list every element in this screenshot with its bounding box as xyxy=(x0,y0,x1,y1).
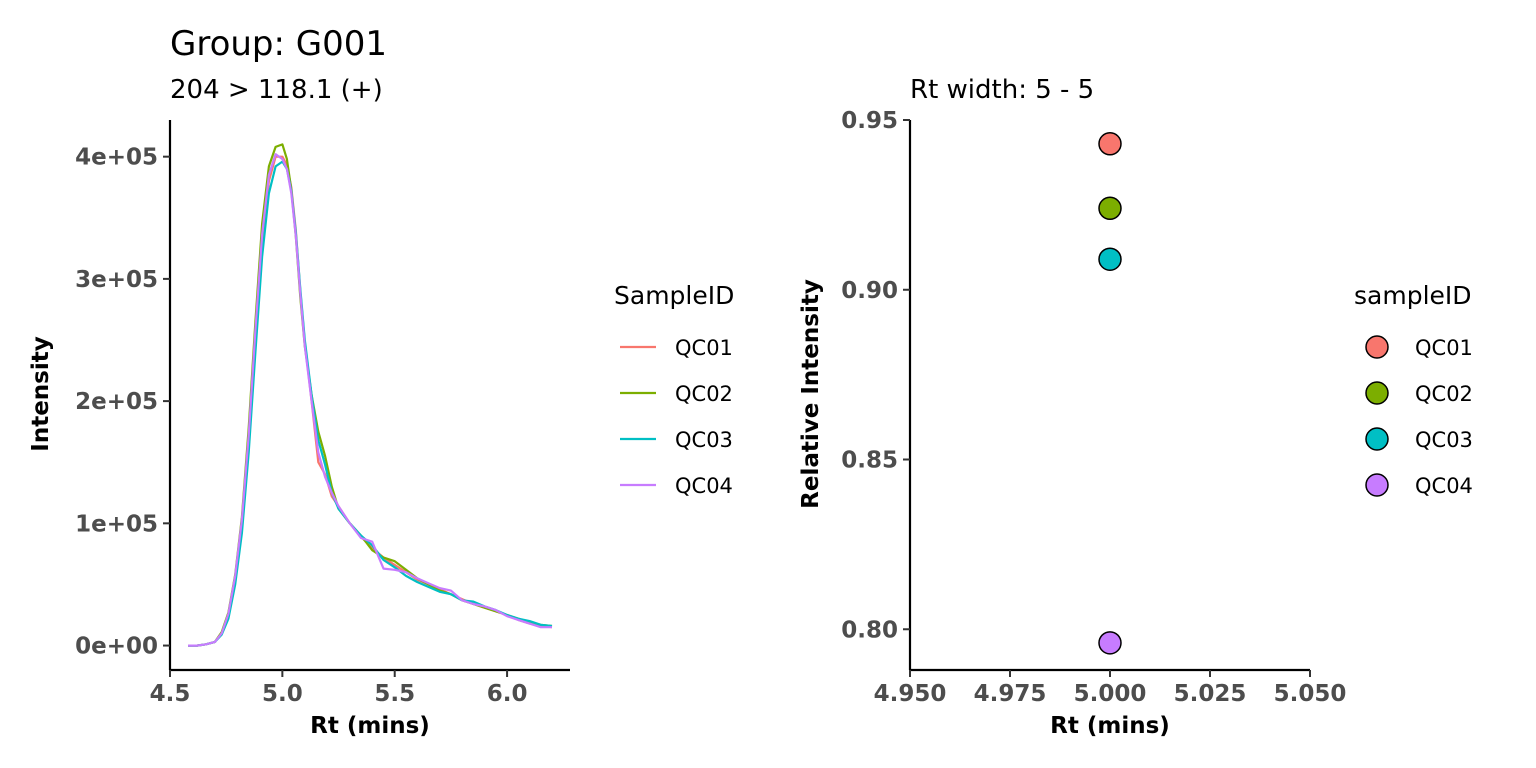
series-line-qc03 xyxy=(188,160,553,647)
scatter-point-qc04 xyxy=(1098,631,1122,655)
scatter-point-qc01 xyxy=(1098,132,1122,156)
right-y-tick-label: 0.80 xyxy=(841,617,898,643)
right-x-tick-label: 5.025 xyxy=(1174,681,1247,707)
right-x-tick-label: 5.000 xyxy=(1074,681,1147,707)
legend-key-point xyxy=(1365,427,1389,451)
left-y-tick-label: 3e+05 xyxy=(75,267,158,293)
right-legend-title: sampleID xyxy=(1354,281,1472,310)
left-x-tick-label: 6.0 xyxy=(487,681,528,707)
left-y-axis-title: Intensity xyxy=(28,336,54,451)
legend-label: QC01 xyxy=(675,336,733,360)
right-plot: 4.950 4.975 5.000 5.025 5.050 0.80 0.85 0.90 0.9… xyxy=(841,108,1346,707)
series-line-qc01 xyxy=(188,155,553,647)
series-line-qc04 xyxy=(188,153,552,647)
left-x-tick-label: 5.0 xyxy=(262,681,303,707)
legend-key-point xyxy=(1365,473,1389,497)
scatter-point-qc02 xyxy=(1098,196,1122,221)
left-y-tick-label: 0e+00 xyxy=(75,634,158,660)
right-x-axis-title: Rt (mins) xyxy=(1050,713,1170,739)
legend-label: QC04 xyxy=(1415,474,1473,498)
legend-label: QC02 xyxy=(675,382,733,406)
right-y-axis-title: Relative Intensity xyxy=(798,279,824,509)
legend-label: QC01 xyxy=(1415,336,1473,360)
left-y-tick-label: 1e+05 xyxy=(75,511,158,537)
right-x-tick-label: 4.975 xyxy=(974,681,1047,707)
legend-label: QC03 xyxy=(1415,428,1473,452)
left-y-tick-label: 2e+05 xyxy=(75,389,158,415)
legend-key-point xyxy=(1365,335,1389,359)
left-x-axis-title: Rt (mins) xyxy=(310,713,430,739)
left-title: Group: G001 xyxy=(170,24,387,64)
left-x-tick-label: 4.5 xyxy=(150,681,191,707)
right-y-tick-label: 0.95 xyxy=(841,108,898,134)
series-line-qc02 xyxy=(188,143,553,647)
legend-label: QC02 xyxy=(1415,382,1473,406)
right-x-tick-label: 4.950 xyxy=(874,681,947,707)
left-x-tick-label: 5.5 xyxy=(374,681,415,707)
scatter-point-qc03 xyxy=(1098,247,1122,271)
right-x-tick-label: 5.050 xyxy=(1274,681,1347,707)
legend-label: QC04 xyxy=(675,474,733,498)
right-title: Rt width: 5 - 5 xyxy=(910,75,1094,105)
left-legend: QC01 QC02 QC03 QC04 xyxy=(620,336,733,498)
left-plot: 4.5 5.0 5.5 6.0 0e+00 1e+05 2e+05 3e+05 4e+05 xyxy=(75,120,570,707)
left-subtitle: 204 > 118.1 (+) xyxy=(170,75,383,105)
right-y-tick-label: 0.85 xyxy=(841,448,898,474)
left-legend-title: SampleID xyxy=(614,281,734,310)
left-y-tick-label: 4e+05 xyxy=(75,145,158,171)
legend-key-point xyxy=(1365,381,1389,405)
right-y-tick-label: 0.90 xyxy=(841,278,898,304)
right-legend: QC01 QC02 QC03 QC04 xyxy=(1365,335,1473,498)
legend-label: QC03 xyxy=(675,428,733,452)
